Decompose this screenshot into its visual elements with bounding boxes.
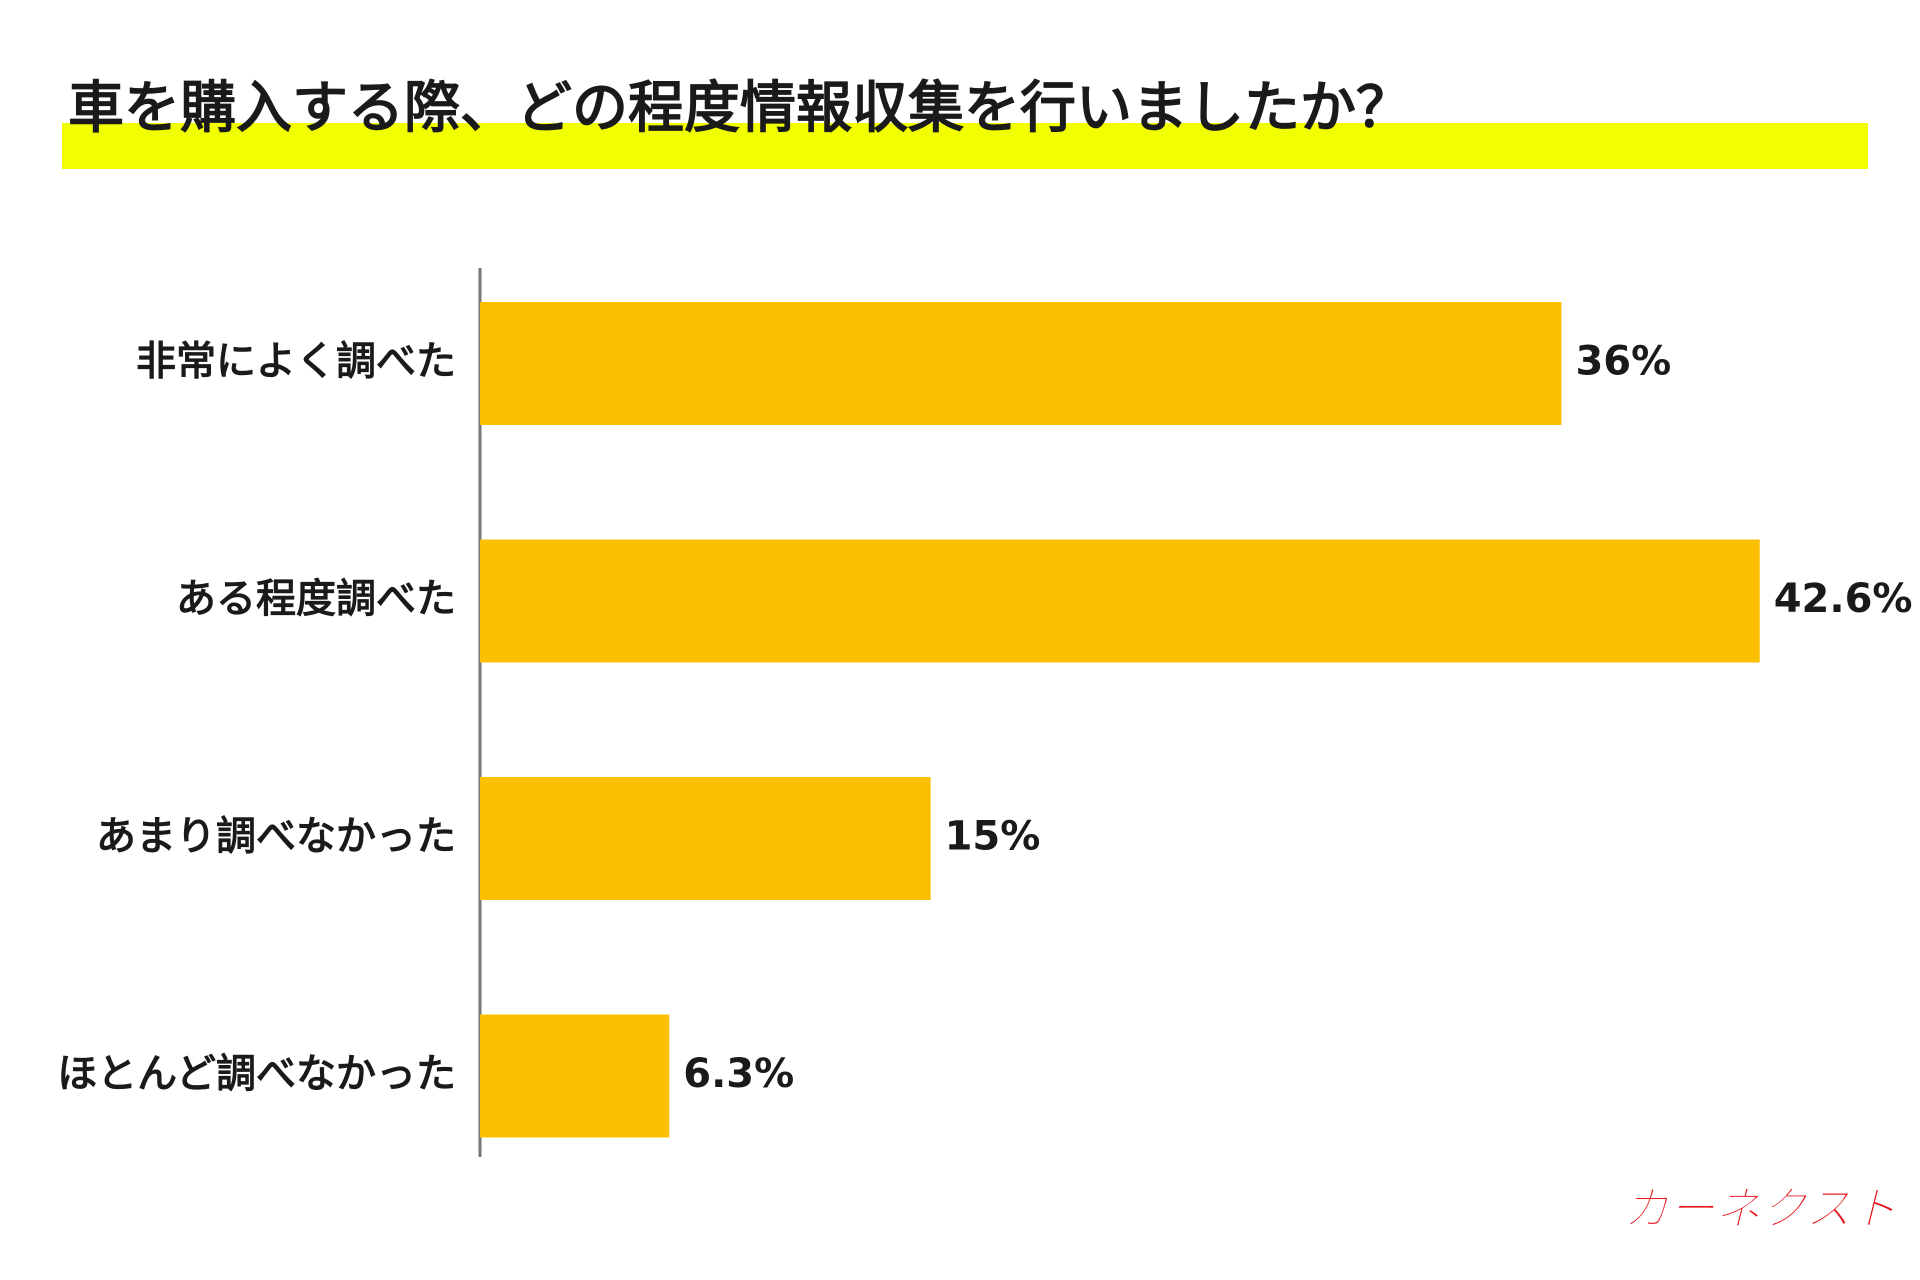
bar [480,539,1760,663]
chart-title: 車を購入する際、どの程度情報収集を行いましたか？ [68,76,1412,141]
value-label: 15% [945,814,1041,860]
value-label: 36% [1575,339,1671,385]
logo: カーネクスト [1623,1182,1898,1236]
value-label: 6.3% [683,1051,794,1097]
category-label: ある程度調べた [176,576,456,622]
bar [480,302,1562,425]
category-label: あまり調べなかった [96,814,456,860]
category-label: 非常によく調べた [136,339,456,385]
value-label: 42.6% [1774,576,1913,622]
category-label: ほとんど調べなかった [57,1051,456,1097]
bar [480,777,931,900]
title-highlight [62,123,1868,169]
bar [480,1014,670,1138]
